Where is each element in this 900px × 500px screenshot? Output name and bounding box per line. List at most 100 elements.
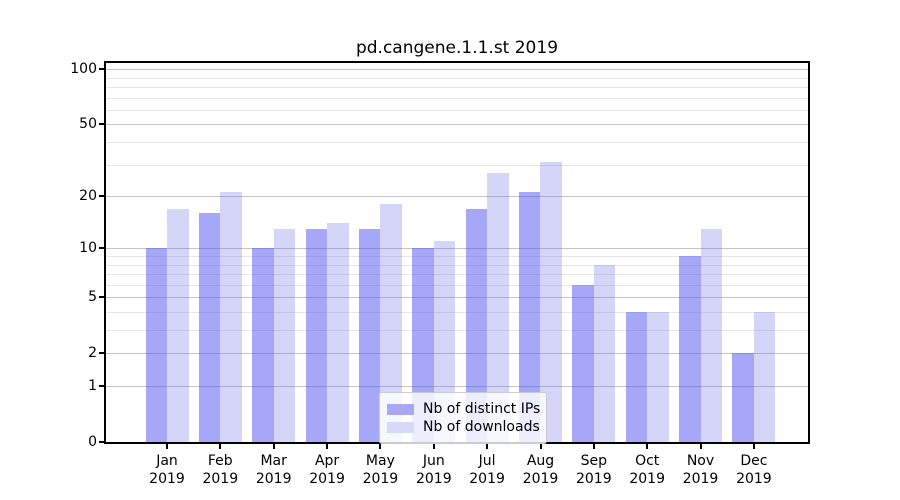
gridline-minor-30 — [106, 164, 808, 166]
x-tick-label-jul: Jul 2019 — [457, 452, 517, 488]
x-tick-label-line: 2019 — [575, 471, 612, 487]
gridline-major-2 — [106, 353, 808, 355]
x-tick-label-line: 2019 — [736, 471, 772, 487]
x-tick-label-line: 2019 — [255, 471, 292, 487]
bar-downloads-oct — [647, 312, 669, 442]
x-tick-label-line: 2019 — [202, 471, 239, 487]
gridline-major-1 — [106, 386, 808, 387]
y-tick-label-20: 20 — [79, 188, 97, 205]
legend-patch-downloads-icon — [387, 421, 414, 433]
bar-distinct-ips-feb — [198, 213, 221, 442]
x-tick-label-may: May 2019 — [350, 452, 410, 488]
bar-downloads-dec — [753, 312, 776, 442]
bar-downloads-sep — [593, 264, 616, 442]
x-tick-label-line: Jul — [478, 453, 496, 469]
x-tick-label-line: 2019 — [149, 471, 185, 487]
bar-distinct-ips-apr — [305, 228, 328, 442]
gridline-minor-40 — [106, 142, 808, 143]
bar-distinct-ips-jul — [465, 208, 488, 442]
x-tick-label-line: Nov — [686, 453, 715, 469]
gridline-minor-70 — [106, 97, 808, 99]
bar-downloads-feb — [220, 192, 242, 442]
bar-distinct-ips-nov — [679, 256, 701, 442]
y-tick-label-0: 0 — [88, 434, 97, 450]
gridline-major-5 — [106, 297, 808, 299]
y-tick-10 — [99, 247, 104, 250]
plot-inner — [106, 63, 808, 442]
gridline-minor-8 — [106, 264, 808, 266]
gridline-minor-6 — [106, 284, 808, 286]
bar-downloads-jul — [487, 172, 509, 442]
x-tick-label-line: 2019 — [629, 471, 665, 487]
x-tick-label-oct: Oct 2019 — [617, 452, 677, 488]
bar-downloads-nov — [700, 228, 722, 442]
y-tick-50 — [99, 123, 104, 126]
bar-distinct-ips-sep — [572, 284, 594, 442]
x-tick-label-line: Aug — [526, 453, 555, 469]
y-tick-label-100: 100 — [70, 61, 97, 78]
x-tick-label-dec: Dec 2019 — [724, 452, 784, 488]
bar-downloads-mar — [273, 228, 296, 442]
y-tick-100 — [99, 68, 104, 71]
bar-downloads-jun — [433, 241, 456, 442]
x-tick-jan — [166, 444, 168, 449]
x-tick-feb — [219, 444, 222, 449]
x-tick-mar — [272, 444, 275, 449]
gridline-minor-80 — [106, 87, 808, 88]
x-tick-aug — [539, 444, 542, 449]
bar-downloads-may — [380, 204, 402, 442]
legend-label-distinct-ips: Nb of distinct IPs — [423, 401, 541, 417]
chart-title: pd.cangene.1.1.st 2019 — [355, 38, 559, 58]
bar-distinct-ips-mar — [252, 248, 274, 442]
gridline-minor-4 — [106, 312, 808, 313]
x-tick-label-nov: Nov 2019 — [671, 452, 731, 488]
bar-distinct-ips-aug — [518, 192, 541, 442]
legend-patch-distinct-ips-icon — [387, 403, 414, 415]
bar-downloads-aug — [540, 162, 562, 442]
x-tick-label-line: Feb — [207, 453, 233, 469]
bar-distinct-ips-may — [358, 228, 381, 442]
x-tick-label-line: 2019 — [682, 471, 719, 487]
x-tick-dec — [752, 444, 755, 449]
x-tick-oct — [646, 444, 649, 449]
gridline-minor-9 — [106, 256, 808, 257]
x-tick-label-feb: Feb 2019 — [190, 452, 250, 488]
x-tick-jun — [432, 444, 435, 449]
x-tick-label-line: Mar — [260, 453, 287, 469]
bar-downloads-apr — [327, 223, 349, 442]
x-tick-sep — [592, 444, 595, 449]
y-tick-label-1: 1 — [88, 378, 97, 394]
bar-distinct-ips-oct — [625, 312, 648, 442]
x-tick-label-line: 2019 — [522, 471, 559, 487]
x-tick-label-line: 2019 — [362, 471, 399, 487]
bar-downloads-jan — [167, 208, 189, 442]
y-tick-label-10: 10 — [79, 240, 97, 257]
legend-item-distinct-ips: Nb of distinct IPs — [387, 401, 541, 417]
plot-area — [104, 61, 810, 444]
legend: Nb of distinct IPs Nb of downloads — [379, 392, 547, 444]
x-tick-label-aug: Aug 2019 — [511, 452, 571, 488]
x-tick-label-line: 2019 — [415, 471, 452, 487]
gridline-major-20 — [106, 196, 808, 198]
x-tick-jul — [486, 444, 489, 449]
x-tick-label-apr: Apr 2019 — [297, 452, 357, 488]
x-tick-may — [379, 444, 382, 449]
y-tick-label-50: 50 — [79, 116, 97, 133]
y-tick-label-5: 5 — [88, 289, 97, 306]
x-tick-label-sep: Sep 2019 — [564, 452, 624, 488]
x-tick-label-line: Oct — [635, 453, 660, 469]
y-tick-0 — [99, 441, 104, 443]
x-tick-label-line: Jan — [156, 453, 178, 469]
x-tick-label-line: Sep — [580, 453, 607, 469]
x-tick-label-jan: Jan 2019 — [137, 452, 197, 488]
x-tick-nov — [699, 444, 702, 449]
x-tick-label-line: May — [365, 453, 395, 469]
bar-distinct-ips-jan — [145, 248, 167, 442]
gridline-minor-90 — [106, 77, 808, 79]
x-tick-label-line: 2019 — [469, 471, 505, 487]
x-tick-label-jun: Jun 2019 — [404, 452, 464, 488]
x-tick-label-mar: Mar 2019 — [244, 452, 304, 488]
x-tick-apr — [326, 444, 329, 449]
gridline-major-100 — [106, 69, 808, 71]
